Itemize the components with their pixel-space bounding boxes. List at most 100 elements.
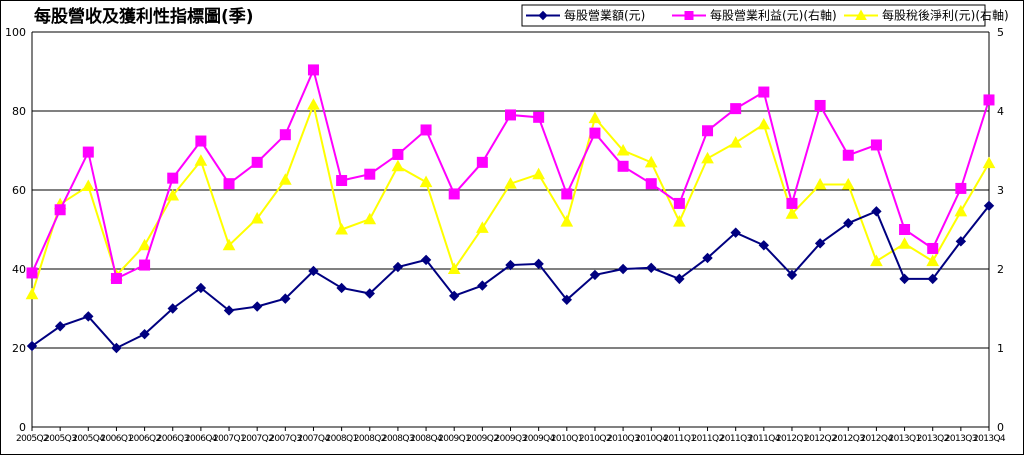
series-layer bbox=[25, 64, 996, 354]
data-point bbox=[532, 167, 545, 180]
legend-label: 每股營業額(元) bbox=[564, 8, 645, 23]
data-point bbox=[927, 273, 938, 285]
x-tick-label: 2011Q1 bbox=[663, 434, 695, 444]
data-point bbox=[926, 254, 940, 267]
data-point bbox=[139, 259, 151, 271]
data-point bbox=[898, 237, 911, 249]
data-point bbox=[278, 173, 292, 185]
data-point bbox=[391, 159, 405, 172]
x-tick-label: 2008Q4 bbox=[410, 434, 443, 444]
x-tick-label: 2005Q3 bbox=[44, 434, 76, 444]
data-point bbox=[54, 321, 66, 332]
data-point bbox=[280, 293, 291, 304]
legend: 每股營業額(元) 每股營業利益(元)(右軸) 每股稅後淨利(元)(右軸) bbox=[521, 4, 1009, 27]
data-point bbox=[730, 103, 742, 115]
x-tick-label: 2011Q3 bbox=[720, 434, 752, 444]
x-tick-label: 2013Q4 bbox=[973, 434, 1006, 444]
x-tick-label: 2013Q2 bbox=[917, 434, 949, 444]
data-point bbox=[561, 188, 573, 200]
data-point bbox=[420, 124, 432, 136]
x-tick-label: 2010Q2 bbox=[579, 434, 611, 444]
data-point bbox=[842, 149, 854, 161]
data-point bbox=[336, 175, 348, 187]
data-point bbox=[589, 127, 601, 139]
x-tick-label: 2011Q4 bbox=[748, 434, 781, 444]
data-point bbox=[757, 117, 771, 130]
chart-title: 每股營收及獲利性指標圖(季) bbox=[34, 6, 254, 27]
data-point bbox=[447, 262, 461, 274]
data-point bbox=[616, 143, 630, 156]
x-tick-label: 2008Q1 bbox=[326, 434, 358, 444]
data-point bbox=[476, 221, 489, 233]
data-point bbox=[730, 227, 741, 238]
data-point bbox=[223, 305, 235, 316]
x-tick-label: 2005Q2 bbox=[16, 434, 48, 444]
data-point bbox=[363, 212, 377, 225]
data-point bbox=[26, 267, 38, 279]
x-tick-label: 2009Q3 bbox=[494, 434, 526, 444]
data-point bbox=[644, 155, 658, 168]
data-point bbox=[82, 146, 94, 158]
data-point bbox=[588, 111, 602, 124]
x-tick-label: 2011Q2 bbox=[691, 434, 723, 444]
data-point bbox=[222, 238, 236, 251]
x-tick-label: 2010Q4 bbox=[635, 434, 668, 444]
data-point bbox=[955, 182, 967, 194]
data-point bbox=[843, 217, 854, 229]
data-point bbox=[983, 94, 995, 106]
data-point bbox=[538, 10, 548, 21]
y-right-tick-label: 4 bbox=[997, 105, 1004, 118]
data-point bbox=[646, 262, 657, 274]
x-tick-label: 2006Q1 bbox=[100, 434, 132, 444]
data-point bbox=[617, 160, 629, 172]
x-tick-label: 2013Q1 bbox=[888, 434, 920, 444]
data-point bbox=[701, 151, 714, 164]
data-point bbox=[786, 197, 798, 209]
data-point bbox=[477, 280, 488, 291]
series-0 bbox=[26, 200, 995, 354]
x-tick-label: 2012Q1 bbox=[776, 434, 808, 444]
data-point bbox=[814, 99, 826, 111]
data-point bbox=[927, 242, 939, 254]
data-point bbox=[111, 342, 122, 354]
data-point bbox=[758, 86, 770, 98]
data-point bbox=[476, 156, 488, 168]
data-point bbox=[871, 206, 882, 217]
data-point bbox=[364, 168, 376, 180]
data-point bbox=[420, 254, 432, 266]
x-tick-label: 2009Q2 bbox=[466, 434, 498, 444]
data-point bbox=[110, 272, 122, 284]
data-point bbox=[195, 135, 207, 147]
data-point bbox=[25, 287, 39, 300]
data-point bbox=[560, 215, 574, 227]
x-tick-label: 2006Q4 bbox=[185, 434, 218, 444]
data-point bbox=[195, 282, 207, 294]
legend-item: 每股稅後淨利(元)(右軸) bbox=[844, 8, 1009, 23]
data-point bbox=[504, 177, 517, 189]
data-point bbox=[335, 222, 348, 235]
data-point bbox=[674, 273, 685, 285]
data-point bbox=[392, 148, 404, 160]
data-point bbox=[223, 178, 235, 190]
legend-label: 每股稅後淨利(元)(右軸) bbox=[882, 8, 1009, 23]
series-1 bbox=[26, 64, 995, 284]
y-right-tick-label: 5 bbox=[997, 26, 1004, 39]
data-point bbox=[758, 240, 770, 251]
y-left-tick-label: 80 bbox=[12, 105, 26, 118]
data-point bbox=[729, 136, 743, 148]
x-tick-label: 2009Q1 bbox=[438, 434, 470, 444]
data-point bbox=[855, 9, 867, 20]
data-point bbox=[307, 98, 320, 110]
data-point bbox=[307, 64, 319, 76]
data-point bbox=[702, 252, 713, 264]
data-point bbox=[982, 156, 996, 169]
x-tick-label: 2009Q4 bbox=[523, 434, 556, 444]
data-point bbox=[166, 188, 180, 201]
x-tick-label: 2012Q2 bbox=[804, 434, 836, 444]
data-point bbox=[983, 200, 995, 212]
data-point bbox=[870, 254, 883, 267]
data-point bbox=[899, 273, 910, 285]
data-point bbox=[955, 236, 967, 247]
axes: 0204060801000123452005Q22005Q32005Q42006… bbox=[5, 26, 1007, 444]
